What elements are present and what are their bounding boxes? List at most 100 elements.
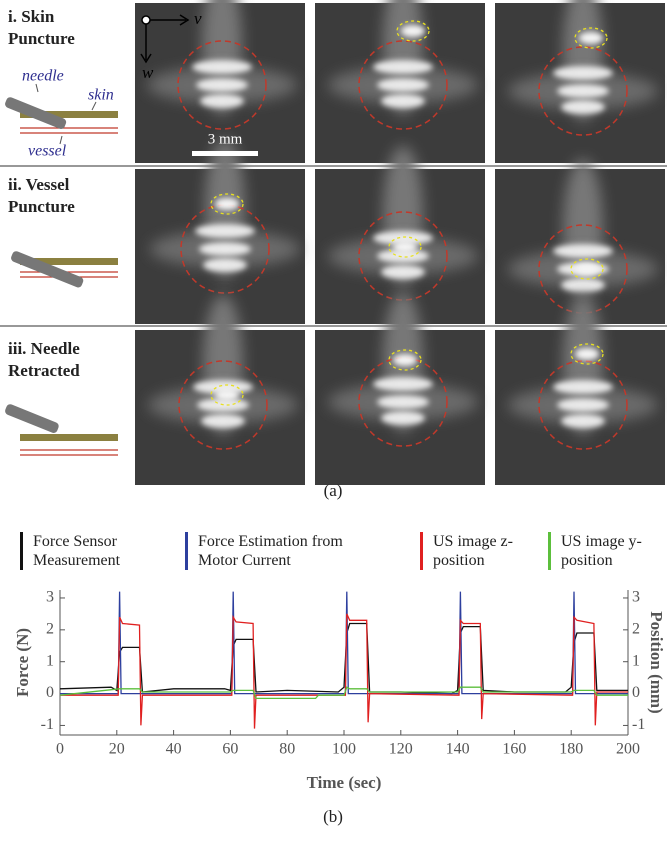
x-tick-label: 60 bbox=[222, 741, 238, 758]
echo bbox=[557, 84, 609, 98]
echo bbox=[192, 60, 252, 74]
x-tick-label: 180 bbox=[559, 741, 583, 758]
echo bbox=[373, 231, 433, 245]
orientation-axes bbox=[140, 14, 190, 64]
y2-tick-label: 2 bbox=[632, 621, 640, 638]
needle-echo bbox=[575, 348, 599, 360]
needle-tip-outline bbox=[570, 258, 604, 280]
vessel-outline bbox=[358, 40, 448, 130]
needle-echo bbox=[575, 263, 599, 275]
echo bbox=[373, 377, 433, 391]
row-label: Puncture bbox=[8, 197, 75, 216]
vessel-outline bbox=[358, 357, 448, 447]
schematic-label: needle bbox=[22, 68, 64, 85]
x-tick-label: 40 bbox=[166, 741, 182, 758]
y2-tick-label: 1 bbox=[632, 652, 640, 669]
y2-tick-label: 0 bbox=[632, 684, 640, 701]
echo bbox=[377, 249, 429, 263]
x-tick-label: 20 bbox=[109, 741, 125, 758]
y-tick-label: 1 bbox=[46, 652, 54, 669]
series-line bbox=[59, 686, 628, 700]
echo bbox=[200, 94, 244, 108]
vessel-outline bbox=[538, 360, 628, 450]
ultrasound-image bbox=[135, 0, 305, 163]
schematic-label: vessel bbox=[28, 143, 67, 160]
echo bbox=[373, 60, 433, 74]
vessel-outline bbox=[538, 224, 628, 314]
caption: (a) bbox=[324, 481, 343, 500]
schematic bbox=[5, 251, 118, 456]
needle-tip-outline bbox=[210, 384, 244, 406]
schematic-label: skin bbox=[88, 87, 114, 104]
needle-echo bbox=[393, 354, 417, 366]
echo bbox=[381, 265, 425, 279]
needle-echo bbox=[215, 198, 239, 210]
vessel-outline bbox=[178, 360, 268, 450]
echo bbox=[377, 78, 429, 92]
needle-echo bbox=[401, 25, 425, 37]
ultrasound-image bbox=[495, 295, 665, 485]
x-tick-label: 160 bbox=[502, 741, 526, 758]
echo bbox=[193, 380, 253, 394]
ultrasound-image bbox=[135, 295, 305, 485]
y-tick-label: 2 bbox=[46, 621, 54, 638]
echo bbox=[201, 414, 245, 428]
row-label: ii. Vessel bbox=[8, 175, 70, 194]
legend-entry: Force Estimation from Motor Current bbox=[185, 532, 368, 570]
vessel-outline bbox=[177, 40, 267, 130]
scale-bar bbox=[192, 151, 258, 156]
caption: (b) bbox=[323, 807, 343, 826]
echo bbox=[553, 380, 613, 394]
ultrasound-images bbox=[135, 0, 665, 485]
echo bbox=[553, 244, 613, 258]
needle-tip-outline bbox=[396, 20, 430, 42]
needle-echo bbox=[215, 389, 239, 401]
vessel-outline bbox=[180, 204, 270, 294]
ultrasound-image bbox=[135, 139, 305, 324]
y2-tick-label: -1 bbox=[632, 716, 645, 733]
needle-tip-outline bbox=[570, 343, 604, 365]
x-tick-label: 80 bbox=[279, 741, 295, 758]
needle-tip-outline bbox=[210, 193, 244, 215]
legend-entry: Force Sensor Measurement bbox=[20, 532, 183, 570]
y-tick-label: -1 bbox=[41, 716, 54, 733]
needle-echo bbox=[393, 241, 417, 253]
series-line bbox=[59, 622, 628, 695]
scale-label: 3 mm bbox=[208, 131, 243, 147]
x-tick-label: 0 bbox=[56, 741, 64, 758]
needle-tip-outline bbox=[388, 236, 422, 258]
legend-entry: US image y-position bbox=[548, 532, 661, 570]
ultrasound-image bbox=[495, 0, 665, 163]
x-tick-label: 200 bbox=[616, 741, 640, 758]
axis-label: w bbox=[142, 63, 154, 82]
echo bbox=[557, 398, 609, 412]
echo bbox=[553, 66, 613, 80]
row-label: Retracted bbox=[8, 361, 80, 380]
chart: 0 20 40 60 80 100 120 140 160 180 200-10123-10123T… bbox=[13, 589, 666, 826]
panel-a: i. Skin Puncture ii. Vessel Puncture iii… bbox=[0, 0, 667, 500]
y2-axis-label: Position (mm) bbox=[647, 611, 666, 713]
x-tick-label: 120 bbox=[389, 741, 413, 758]
echo bbox=[561, 414, 605, 428]
schematic bbox=[5, 83, 118, 145]
needle-tip-outline bbox=[388, 349, 422, 371]
y-tick-label: 0 bbox=[46, 684, 54, 701]
axis-label: v bbox=[194, 9, 202, 28]
needle-echo bbox=[579, 32, 603, 44]
echo bbox=[199, 242, 251, 256]
echo bbox=[195, 224, 255, 238]
row-label: iii. Needle bbox=[8, 339, 80, 358]
vessel-outline bbox=[358, 211, 448, 301]
row-label: i. Skin bbox=[8, 7, 55, 26]
y2-tick-label: 3 bbox=[632, 589, 640, 606]
echo bbox=[203, 258, 247, 272]
y-tick-label: 3 bbox=[46, 589, 54, 606]
echo bbox=[381, 94, 425, 108]
row-label: Puncture bbox=[8, 29, 75, 48]
echo bbox=[196, 78, 248, 92]
x-tick-label: 140 bbox=[446, 741, 470, 758]
vessel-outline bbox=[538, 46, 628, 136]
echo bbox=[561, 100, 605, 114]
x-tick-label: 100 bbox=[332, 741, 356, 758]
